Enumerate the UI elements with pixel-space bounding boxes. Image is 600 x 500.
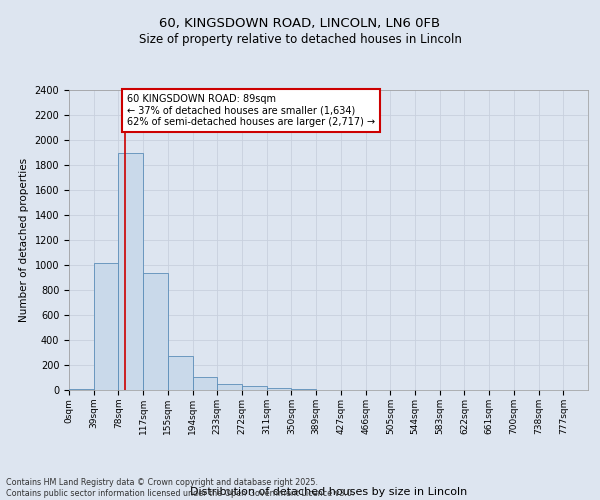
Bar [94, 262, 118, 390]
Bar [69, 389, 94, 390]
Bar [217, 384, 242, 390]
Text: 60, KINGSDOWN ROAD, LINCOLN, LN6 0FB: 60, KINGSDOWN ROAD, LINCOLN, LN6 0FB [160, 18, 440, 30]
X-axis label: Distribution of detached houses by size in Lincoln: Distribution of detached houses by size … [190, 487, 467, 497]
Bar [118, 152, 143, 390]
Text: 60 KINGSDOWN ROAD: 89sqm
← 37% of detached houses are smaller (1,634)
62% of sem: 60 KINGSDOWN ROAD: 89sqm ← 37% of detach… [127, 94, 376, 127]
Bar [193, 377, 217, 390]
Bar [242, 386, 267, 390]
Bar [267, 388, 292, 390]
Y-axis label: Number of detached properties: Number of detached properties [19, 158, 29, 322]
Bar [143, 272, 168, 390]
Bar [168, 356, 193, 390]
Text: Size of property relative to detached houses in Lincoln: Size of property relative to detached ho… [139, 32, 461, 46]
Text: Contains HM Land Registry data © Crown copyright and database right 2025.
Contai: Contains HM Land Registry data © Crown c… [6, 478, 355, 498]
